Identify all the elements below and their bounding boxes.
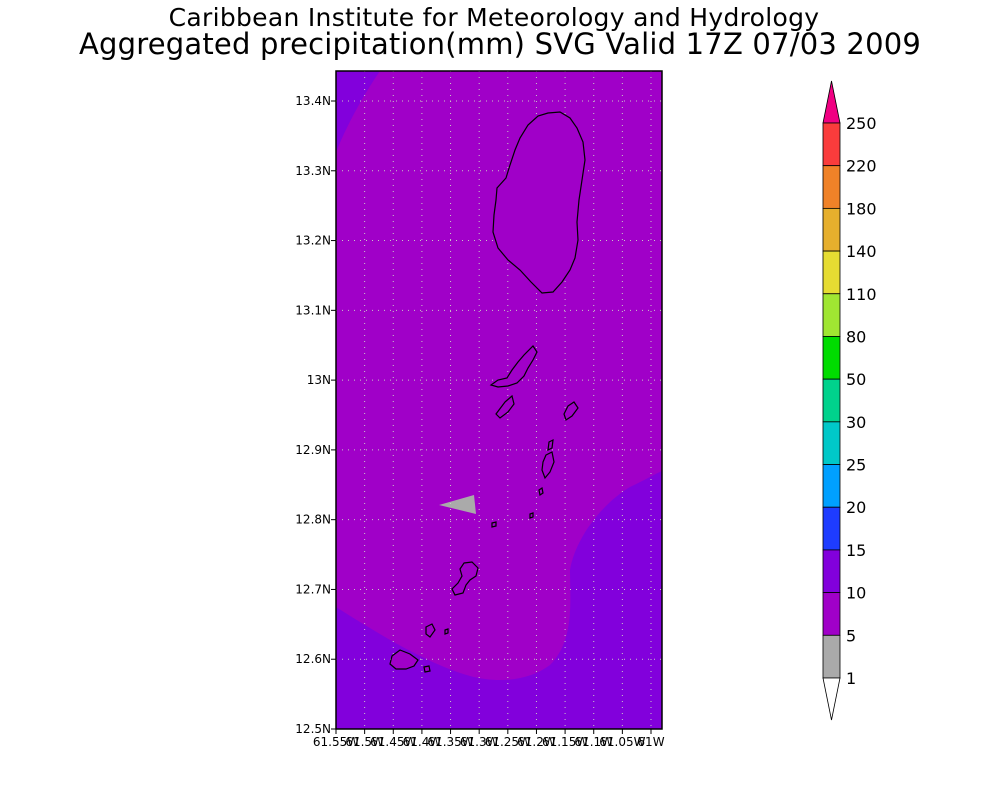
islet xyxy=(529,512,534,519)
island-north-grenadines xyxy=(489,345,538,388)
lon-tick-label: 61W xyxy=(637,735,664,749)
lat-tick-label: 12.8N xyxy=(295,513,331,527)
islet xyxy=(444,628,449,635)
latitude-axis: 13.4N 13.3N 13.2N 13.1N 13N 12.9N 12.8N 12.7N 12… xyxy=(295,94,336,736)
map-title: Caribbean Institute for Meteorology and … xyxy=(168,3,820,32)
colorbar-label: 80 xyxy=(846,327,866,346)
islet xyxy=(538,487,544,496)
colorbar-bin xyxy=(822,122,841,167)
longitude-axis: 61.55W61.5W61.45W61.4W61.35W61.3W61.25W6… xyxy=(313,729,665,749)
islet xyxy=(563,401,579,421)
colorbar-label: 25 xyxy=(846,456,866,475)
lon-tick-label: 61.3W xyxy=(460,735,499,749)
map-frame xyxy=(335,70,663,730)
colorbar-label: 1 xyxy=(846,669,856,688)
islet xyxy=(541,451,555,480)
colorbar-label: 110 xyxy=(846,285,877,304)
precip-field-10-15-northwest xyxy=(336,71,380,152)
map-subtitle: Aggregated precipitation(mm) SVG Valid 1… xyxy=(78,27,922,61)
lon-tick-label: 61.55W xyxy=(313,735,359,749)
lon-tick-label: 61.35W xyxy=(427,735,473,749)
lat-tick-label: 13.4N xyxy=(295,94,331,108)
lon-tick-label: 61.25W xyxy=(485,735,531,749)
colorbar-label: 180 xyxy=(846,199,877,218)
map-panel: 13.4N 13.3N 13.2N 13.1N 13N 12.9N 12.8N 12.7N 12… xyxy=(295,70,665,749)
colorbar-label: 5 xyxy=(846,626,856,645)
lon-tick-label: 61.2W xyxy=(517,735,556,749)
lon-tick-label: 61.15W xyxy=(542,735,588,749)
colorbar-bin xyxy=(822,464,841,508)
lon-tick-label: 61.5W xyxy=(345,735,384,749)
colorbar-bin xyxy=(822,592,841,636)
lat-tick-label: 13N xyxy=(307,373,331,387)
colorbar-bin xyxy=(822,165,841,209)
lat-tick-label: 13.1N xyxy=(295,303,331,317)
colorbar-label: 20 xyxy=(846,498,866,517)
island-carriacou xyxy=(451,561,479,596)
islet xyxy=(495,394,515,419)
colorbar-bin xyxy=(822,250,841,295)
colorbar-bin xyxy=(822,549,841,594)
colorbar-bin xyxy=(822,634,841,679)
islet xyxy=(423,665,431,673)
lat-tick-label: 12.5N xyxy=(295,722,331,736)
colorbar-min-arrow xyxy=(822,677,841,721)
lat-tick-label: 12.6N xyxy=(295,652,331,666)
colorbar-label: 30 xyxy=(846,413,866,432)
islet xyxy=(425,623,436,638)
islet xyxy=(547,438,554,452)
colorbar-bin xyxy=(822,207,841,252)
island-grenada-north xyxy=(389,649,419,670)
lat-tick-label: 13.3N xyxy=(295,164,331,178)
lon-tick-label: 61.1W xyxy=(574,735,613,749)
colorbar-bin xyxy=(822,336,841,380)
precip-field-10-15-southeast xyxy=(336,471,662,729)
colorbar-label: 250 xyxy=(846,114,877,133)
colorbar-label: 140 xyxy=(846,242,877,261)
island-outlines xyxy=(389,111,586,673)
lat-tick-label: 12.9N xyxy=(295,443,331,457)
colorbar-label: 220 xyxy=(846,157,877,176)
colorbar-label: 50 xyxy=(846,370,866,389)
lon-tick-label: 61.05W xyxy=(599,735,645,749)
colorbar-bin xyxy=(822,293,841,337)
lat-tick-label: 13.2N xyxy=(295,234,331,248)
islet xyxy=(491,521,497,528)
colorbar-label: 15 xyxy=(846,541,866,560)
colorbar-label: 10 xyxy=(846,584,866,603)
colorbar-bin xyxy=(822,378,841,423)
lat-tick-label: 12.7N xyxy=(295,582,331,596)
lon-tick-label: 61.45W xyxy=(370,735,416,749)
lon-tick-label: 61.4W xyxy=(403,735,442,749)
island-saint-lucia xyxy=(492,111,586,294)
colorbar-bin xyxy=(822,506,841,551)
colorbar-bin xyxy=(822,421,841,465)
precip-field-1-5-patch xyxy=(439,495,476,514)
colorbar-max-arrow xyxy=(822,80,841,124)
